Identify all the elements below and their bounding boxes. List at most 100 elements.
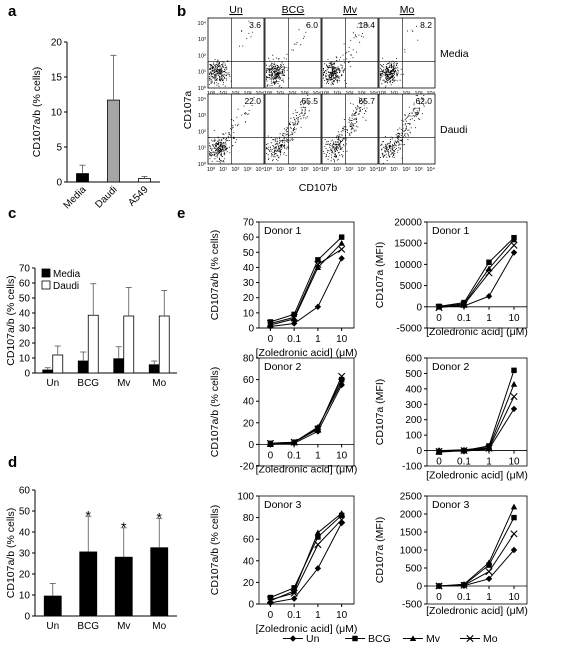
y-tick-label: 50 (243, 248, 255, 259)
panel-a-chart: 0 5 10 15 20 CD107a/b (% cells) Media Daudi A549 (31, 38, 160, 211)
y-tick-label: -20 (240, 462, 255, 473)
series-point-bcg (511, 514, 517, 521)
y-tick-label: 0 (24, 612, 30, 623)
flow-x-tick-label: 10⁴ (255, 166, 264, 173)
flow-x-tick-label: 10² (231, 167, 239, 173)
flow-plot-media-un: 3.610⁰10¹10²10³10⁴10⁰10¹10²10³10⁴ (198, 17, 265, 97)
y-axis-label: CD107a/b (% cells) (209, 505, 221, 595)
flow-events (323, 97, 368, 163)
x-tick-label: 10 (508, 313, 520, 324)
bar-mv-daudi (123, 315, 135, 374)
series-point-un (485, 575, 493, 582)
series-line-un (438, 252, 515, 308)
y-tick-label: 15 (51, 73, 63, 84)
series-point-mo (314, 541, 322, 549)
y-tick-label: 0 (24, 369, 30, 380)
series-point-bcg (291, 311, 297, 318)
flow-column-header-un: Un (229, 4, 243, 16)
x-tick-label: 0 (436, 592, 442, 603)
series-point-un (510, 546, 518, 554)
series-point-mo (338, 516, 346, 524)
series-point-bcg (291, 585, 297, 591)
x-axis-label: [Zoledronic acid] (μM) (426, 326, 528, 338)
x-tick-label: 0 (436, 313, 442, 324)
series-point-mo (266, 319, 274, 328)
series-point-mo (314, 260, 322, 268)
series-point-mv (290, 315, 298, 322)
flow-events (323, 22, 369, 86)
y-tick-label: 50 (19, 507, 31, 518)
series-line-un (270, 384, 343, 445)
series-point-mo (485, 444, 493, 452)
series-point-bcg (511, 367, 517, 374)
panel-e-chart-5: 0 20 40 60 80 100 0 0.1 1 10 [Zoledronic acid] (μM… (209, 492, 357, 636)
bar-mo (150, 547, 169, 617)
series-line-mv (270, 512, 342, 602)
flow-x-tick-label: 10⁰ (378, 90, 387, 97)
flow-percentage: 62.0 (415, 96, 432, 106)
flow-plot-media-mo: 8.210⁰10¹10²10³10⁴ (378, 17, 436, 97)
flow-x-tick-label: 10⁴ (369, 166, 378, 173)
plot-frame (426, 221, 528, 329)
plot-frame (426, 357, 528, 467)
y-tick-label: 30 (19, 549, 31, 560)
series-point-mv (485, 265, 493, 272)
flow-plot-frame (207, 93, 265, 165)
panel-letter-e: e (177, 205, 185, 222)
plot-frame (258, 357, 355, 467)
flow-events (380, 25, 419, 88)
flow-x-tick-label: 10⁰ (207, 90, 216, 97)
panel-e-chart-1: 0 10 20 30 40 50 60 70 0 0.1 1 10 [Zoledronic acid] … (209, 218, 357, 360)
series-point-mo (314, 425, 322, 433)
y-tick-label: 100 (405, 431, 422, 442)
series-point-un (290, 320, 298, 327)
series-line-mo (438, 244, 515, 309)
series-point-mv (314, 529, 322, 536)
y-tick-label: 10 (51, 108, 63, 119)
x-tick-label: 0.1 (287, 334, 301, 345)
x-tick-label: 0.1 (457, 457, 471, 468)
legend-marker-mv (409, 635, 417, 642)
series-line-mo (438, 533, 515, 587)
flow-events (209, 97, 255, 164)
panel-letter-a: a (8, 3, 17, 20)
flow-x-tick-label: 10² (345, 167, 353, 173)
series-point-un (314, 565, 322, 572)
legend-swatch-daudi (41, 280, 51, 290)
panel-e-chart-2: -5000 0 5000 10000 15000 20000 0 0.1 1 10 [Zoledro… (374, 218, 528, 338)
flow-x-tick-label: 10¹ (333, 167, 341, 173)
x-tick-label: 1 (486, 313, 492, 324)
flow-percentage: 3.6 (249, 20, 261, 30)
bar-mv (114, 556, 133, 617)
y-axis-label: CD107a (MFI) (374, 379, 386, 446)
series-line-bcg (270, 515, 342, 598)
legend-marker-bcg (352, 635, 358, 642)
bar-daudi (107, 99, 120, 183)
y-tick-label: 40 (243, 556, 255, 567)
series-point-un (338, 255, 345, 262)
x-axis-label: [Zoledronic acid] (μM) (256, 623, 358, 635)
flow-percentage: 65.7 (358, 96, 375, 106)
x-tick-label: Daudi (93, 184, 119, 210)
series-point-un (510, 249, 518, 256)
panel-letter-d: d (8, 454, 17, 471)
donor-label: Donor 2 (264, 361, 302, 373)
series-point-un (485, 293, 493, 300)
series-line-un (438, 549, 515, 587)
y-tick-label: 300 (405, 400, 422, 411)
series-line-mv (438, 506, 515, 587)
flow-y-tick-label: 10¹ (198, 146, 206, 152)
series-line-mo (270, 248, 342, 324)
series-point-mo (435, 447, 443, 455)
bar-un-media (42, 369, 54, 374)
flow-y-tick-label: 10³ (198, 113, 206, 119)
series-point-mo (266, 439, 274, 447)
x-tick-label: 1 (315, 450, 321, 461)
series-point-mv (510, 503, 518, 510)
series-point-bcg (486, 259, 492, 265)
x-tick-label: BCG (77, 378, 99, 389)
x-tick-label: 10 (508, 457, 520, 468)
